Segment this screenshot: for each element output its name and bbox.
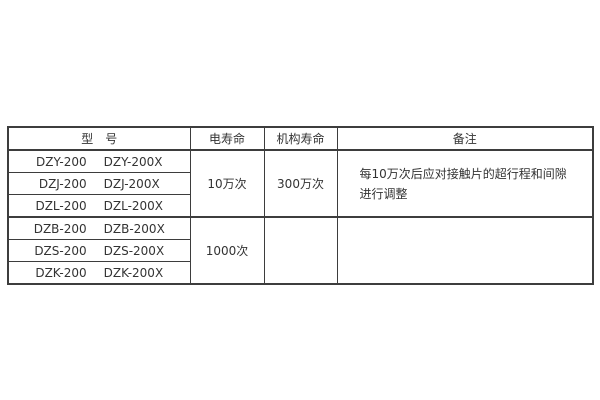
model-base: DZY-200 (36, 154, 87, 169)
header-row: 型 号 电寿命 机构寿命 备注 (7, 126, 594, 151)
model-cell: DZJ-200 DZJ-200X (7, 172, 191, 195)
model-x-variant: DZL-200X (103, 198, 164, 213)
electrical-life-cell: 1000次 (189, 216, 265, 285)
model-base: DZK-200 (35, 265, 87, 280)
remarks-cell (336, 216, 594, 285)
header-model: 型 号 (7, 126, 191, 151)
model-x-variant: DZK-200X (103, 265, 164, 280)
model-base: DZL-200 (35, 198, 87, 213)
model-cell: DZL-200 DZL-200X (7, 194, 191, 218)
model-cell: DZS-200 DZS-200X (7, 239, 191, 262)
header-remarks: 备注 (336, 126, 594, 151)
electrical-life-cell: 10万次 (189, 149, 265, 218)
model-cell: DZK-200 DZK-200X (7, 261, 191, 285)
model-base: DZJ-200 (38, 176, 87, 191)
model-x-variant: DZB-200X (103, 221, 165, 236)
remarks-line: 每10万次后应对接触片的超行程和间隙 (359, 166, 567, 181)
mechanism-life-cell: 300万次 (263, 149, 338, 218)
table-row: DZY-200 DZY-200X 10万次 300万次 每10万次后应对接触片的… (7, 149, 594, 218)
table-row: DZJ-200 DZJ-200X (7, 172, 593, 195)
table-row: DZK-200 DZK-200X (7, 261, 593, 285)
mechanism-life-cell (263, 216, 338, 285)
table-row: DZB-200 DZB-200X 1000次 (7, 216, 594, 285)
model-x-variant: DZS-200X (103, 243, 165, 258)
relay-life-spec-table: 型 号 电寿命 机构寿命 备注 DZY-200 DZY-200X 10万次 30… (7, 126, 594, 285)
table-row: DZS-200 DZS-200X (7, 239, 593, 262)
model-cell: DZY-200 DZY-200X (7, 149, 191, 173)
remarks-cell: 每10万次后应对接触片的超行程和间隙 进行调整 (336, 149, 594, 218)
model-x-variant: DZJ-200X (103, 176, 160, 191)
model-base: DZB-200 (33, 221, 87, 236)
model-x-variant: DZY-200X (103, 154, 163, 169)
model-base: DZS-200 (34, 243, 87, 258)
header-electrical-life: 电寿命 (189, 126, 265, 151)
remarks-line: 进行调整 (359, 186, 408, 201)
table-row: DZL-200 DZL-200X (7, 194, 593, 218)
header-mechanism-life: 机构寿命 (263, 126, 338, 151)
model-cell: DZB-200 DZB-200X (7, 216, 191, 240)
